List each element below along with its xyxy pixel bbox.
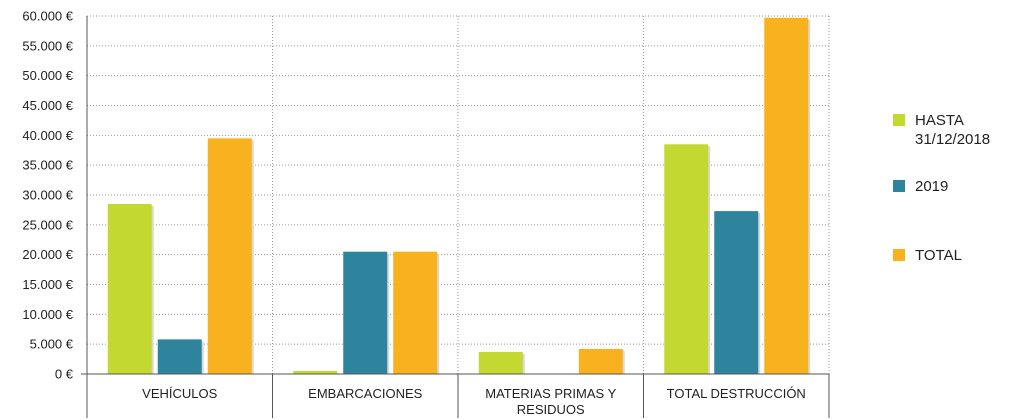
bar — [157, 339, 202, 374]
category-label: RESIDUOS — [517, 402, 585, 417]
legend-label: 31/12/2018 — [915, 131, 990, 148]
bar — [107, 203, 152, 374]
axes — [81, 16, 830, 418]
legend-label: 2019 — [915, 178, 948, 195]
y-tick-label: 60.000 € — [22, 9, 73, 24]
bar — [578, 348, 623, 374]
legend-label: HASTA — [915, 112, 964, 129]
y-tick-label: 55.000 € — [22, 38, 73, 53]
bar — [664, 144, 709, 374]
legend-swatch — [893, 249, 905, 261]
bar — [478, 351, 523, 374]
y-tick-label: 0 € — [55, 367, 74, 382]
y-tick-label: 10.000 € — [22, 307, 73, 322]
bar — [393, 251, 438, 374]
legend-swatch — [893, 114, 905, 126]
bar — [293, 371, 338, 374]
y-tick-label: 30.000 € — [22, 188, 73, 203]
y-tick-label: 5.000 € — [30, 337, 74, 352]
bar — [764, 17, 809, 374]
legend: HASTA 31/12/2018 2019 TOTAL — [893, 112, 990, 264]
category-label: TOTAL DESTRUCCIÓN — [667, 386, 806, 401]
bar — [207, 138, 252, 374]
bar — [343, 251, 388, 374]
category-label: EMBARCACIONES — [308, 386, 422, 401]
bar — [714, 211, 759, 374]
y-tick-label: 20.000 € — [22, 247, 73, 262]
x-axis-category-labels: VEHÍCULOS EMBARCACIONES MATERIAS PRIMAS YR… — [142, 386, 806, 417]
category-label: VEHÍCULOS — [142, 386, 217, 401]
y-tick-label: 40.000 € — [22, 128, 73, 143]
y-tick-label: 25.000 € — [22, 217, 73, 232]
bars-group — [107, 17, 811, 374]
legend-swatch — [893, 180, 905, 192]
category-label: MATERIAS PRIMAS Y — [485, 386, 616, 401]
y-tick-label: 50.000 € — [22, 68, 73, 83]
y-tick-label: 45.000 € — [22, 98, 73, 113]
y-tick-label: 15.000 € — [22, 277, 73, 292]
y-axis-tick-labels: 0 € 5.000 € 10.000 € 15.000 € 20.000 € 25.000… — [22, 9, 73, 382]
y-tick-label: 35.000 € — [22, 158, 73, 173]
legend-label: TOTAL — [915, 247, 962, 264]
